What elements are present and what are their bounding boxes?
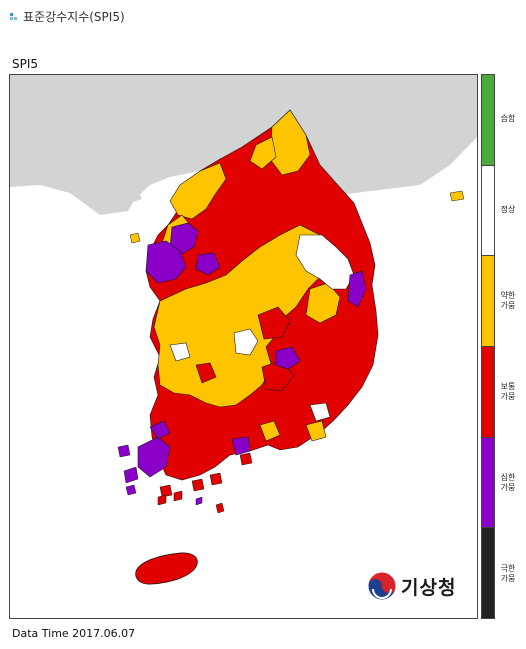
- kma-taegeuk-icon: [367, 571, 397, 601]
- legend-swatch-wet: [482, 75, 494, 166]
- legend-swatch-extreme-drought: [482, 528, 494, 619]
- legend-swatch-moderate-drought: [482, 347, 494, 438]
- kma-logo-text: 기상청: [401, 576, 457, 599]
- south-korea-regions: [137, 109, 379, 481]
- legend-swatch-severe-drought: [482, 437, 494, 529]
- page-title: 표준강수지수(SPI5): [23, 9, 125, 24]
- data-time-footer: Data Time 2017.06.07: [12, 627, 136, 640]
- legend-label-normal: 정상: [500, 205, 516, 214]
- legend-swatch-weak-drought: [482, 256, 494, 348]
- north-land-background: [10, 75, 477, 199]
- legend-colorbar: [481, 74, 495, 619]
- legend-label-extreme-drought: 극한 가뭄: [500, 564, 516, 583]
- page-header: 표준강수지수(SPI5): [10, 7, 125, 25]
- map-subtitle: SPI5: [12, 57, 39, 71]
- map-svg: [10, 75, 477, 585]
- legend-label-weak-drought: 약한 가뭄: [500, 291, 516, 310]
- islands: [117, 190, 465, 585]
- legend-label-wet: 습함: [500, 114, 516, 123]
- kma-logo: 기상청: [367, 571, 456, 601]
- jeju-island: [135, 552, 198, 585]
- bullet-icon: [10, 12, 17, 20]
- drought-map: [9, 74, 478, 619]
- legend-label-moderate-drought: 보통 가뭄: [500, 382, 516, 401]
- legend-label-severe-drought: 심한 가뭄: [500, 473, 516, 492]
- legend-swatch-normal: [482, 165, 494, 257]
- legend-labels: 습함 정상 약한 가뭄 보통 가뭄 심한 가뭄 극한 가뭄: [497, 74, 519, 619]
